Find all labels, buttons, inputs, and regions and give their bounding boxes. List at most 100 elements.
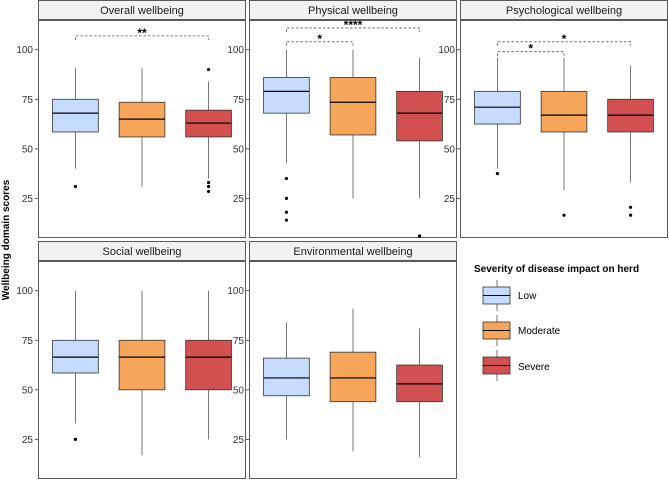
legend-label-moderate: Moderate xyxy=(518,326,561,337)
y-axis-label: Wellbeing domain scores xyxy=(1,179,12,300)
significance-label: * xyxy=(317,32,322,46)
box-moderate xyxy=(540,57,588,217)
y-tick-label: 100 xyxy=(16,286,33,297)
box-body xyxy=(396,90,443,142)
bracket-line xyxy=(497,41,631,46)
significance-bracket: * xyxy=(286,32,354,46)
legend-item-severe: Severe xyxy=(482,350,550,381)
panel-environmental: Environmental wellbeing 25 50 75 100 xyxy=(227,241,457,479)
panel-strip xyxy=(460,0,668,20)
box-low xyxy=(52,290,99,441)
panel-title: Physical wellbeing xyxy=(308,5,398,17)
outlier-point xyxy=(73,184,78,189)
y-tick-label: 50 xyxy=(233,385,245,396)
y-tick-label: 25 xyxy=(233,435,245,446)
panel-strip xyxy=(249,0,457,20)
box-low xyxy=(474,57,521,176)
panel-overall: Overall wellbeing 25 50 75 100 ** xyxy=(16,0,246,238)
outlier-point xyxy=(562,213,566,217)
box-body xyxy=(263,357,310,397)
bracket-line xyxy=(286,41,354,46)
box-body xyxy=(118,339,166,391)
y-tick-label: 75 xyxy=(233,95,245,106)
significance-bracket: ** xyxy=(75,26,209,40)
legend-item-low: Low xyxy=(482,280,537,311)
outlier-point xyxy=(284,176,289,181)
y-tick-label: 25 xyxy=(444,194,456,205)
legend-item-moderate: Moderate xyxy=(482,315,561,346)
box-body xyxy=(185,339,232,391)
y-tick-label: 75 xyxy=(444,95,456,106)
y-tick-label: 75 xyxy=(233,336,245,347)
box-severe xyxy=(185,290,232,440)
bracket-line xyxy=(497,51,565,56)
panel-strip xyxy=(38,0,246,20)
y-tick-label: 50 xyxy=(22,385,34,396)
y-tick-label: 75 xyxy=(22,336,34,347)
outlier-point xyxy=(284,218,289,222)
significance-label: **** xyxy=(344,18,363,32)
box-moderate xyxy=(118,67,166,187)
outlier-point xyxy=(628,205,633,209)
significance-label: ** xyxy=(137,26,147,40)
y-tick-label: 25 xyxy=(22,435,34,446)
box-moderate xyxy=(329,308,377,452)
y-tick-label: 25 xyxy=(233,194,245,205)
y-tick-label: 50 xyxy=(444,144,456,155)
panel-strip xyxy=(38,241,246,261)
outlier-point xyxy=(284,196,289,200)
box-body xyxy=(52,98,99,133)
outlier-point xyxy=(206,67,211,72)
legend-label-low: Low xyxy=(518,291,537,302)
panel-psychological: Psychological wellbeing 25 50 75 100 * * xyxy=(438,0,668,238)
y-tick-label: 100 xyxy=(227,45,244,56)
y-tick-label: 75 xyxy=(22,95,34,106)
panel-title: Overall wellbeing xyxy=(100,5,184,17)
panel-title: Environmental wellbeing xyxy=(293,246,412,258)
box-severe xyxy=(185,67,232,194)
panel-strip xyxy=(249,241,457,261)
significance-bracket: * xyxy=(497,42,565,56)
legend: Severity of disease impact on herd Low M… xyxy=(474,264,639,381)
significance-bracket: **** xyxy=(286,18,420,32)
y-tick-label: 100 xyxy=(227,286,244,297)
legend-label-severe: Severe xyxy=(518,362,550,373)
outlier-point xyxy=(206,184,211,189)
outlier-point xyxy=(206,189,211,194)
panel-title: Psychological wellbeing xyxy=(506,5,622,17)
outlier-point xyxy=(495,171,500,176)
bracket-line xyxy=(286,27,420,32)
bracket-line xyxy=(75,35,209,40)
significance-label: * xyxy=(528,42,533,56)
outlier-point xyxy=(73,437,78,441)
y-tick-label: 100 xyxy=(438,45,455,56)
box-body xyxy=(329,351,377,403)
outlier-point xyxy=(417,234,422,238)
outlier-point xyxy=(628,213,633,217)
significance-label: * xyxy=(562,32,567,46)
outlier-point xyxy=(284,210,289,214)
box-low xyxy=(263,322,310,440)
y-tick-label: 50 xyxy=(233,144,245,155)
box-severe xyxy=(396,57,443,238)
box-body xyxy=(329,77,377,136)
panel-social: Social wellbeing 25 50 75 100 xyxy=(16,241,246,479)
legend-title: Severity of disease impact on herd xyxy=(474,264,639,275)
y-tick-label: 25 xyxy=(22,194,34,205)
box-moderate xyxy=(329,49,377,199)
y-tick-label: 50 xyxy=(22,144,34,155)
box-moderate xyxy=(118,290,166,456)
outlier-point xyxy=(206,180,211,185)
significance-bracket: * xyxy=(497,32,631,46)
y-tick-label: 100 xyxy=(16,45,33,56)
box-body xyxy=(263,77,310,114)
panel-title: Social wellbeing xyxy=(103,246,182,258)
box-low xyxy=(52,67,99,189)
box-severe xyxy=(607,65,654,217)
box-body xyxy=(540,90,588,133)
box-severe xyxy=(396,328,443,458)
box-low xyxy=(263,49,310,222)
